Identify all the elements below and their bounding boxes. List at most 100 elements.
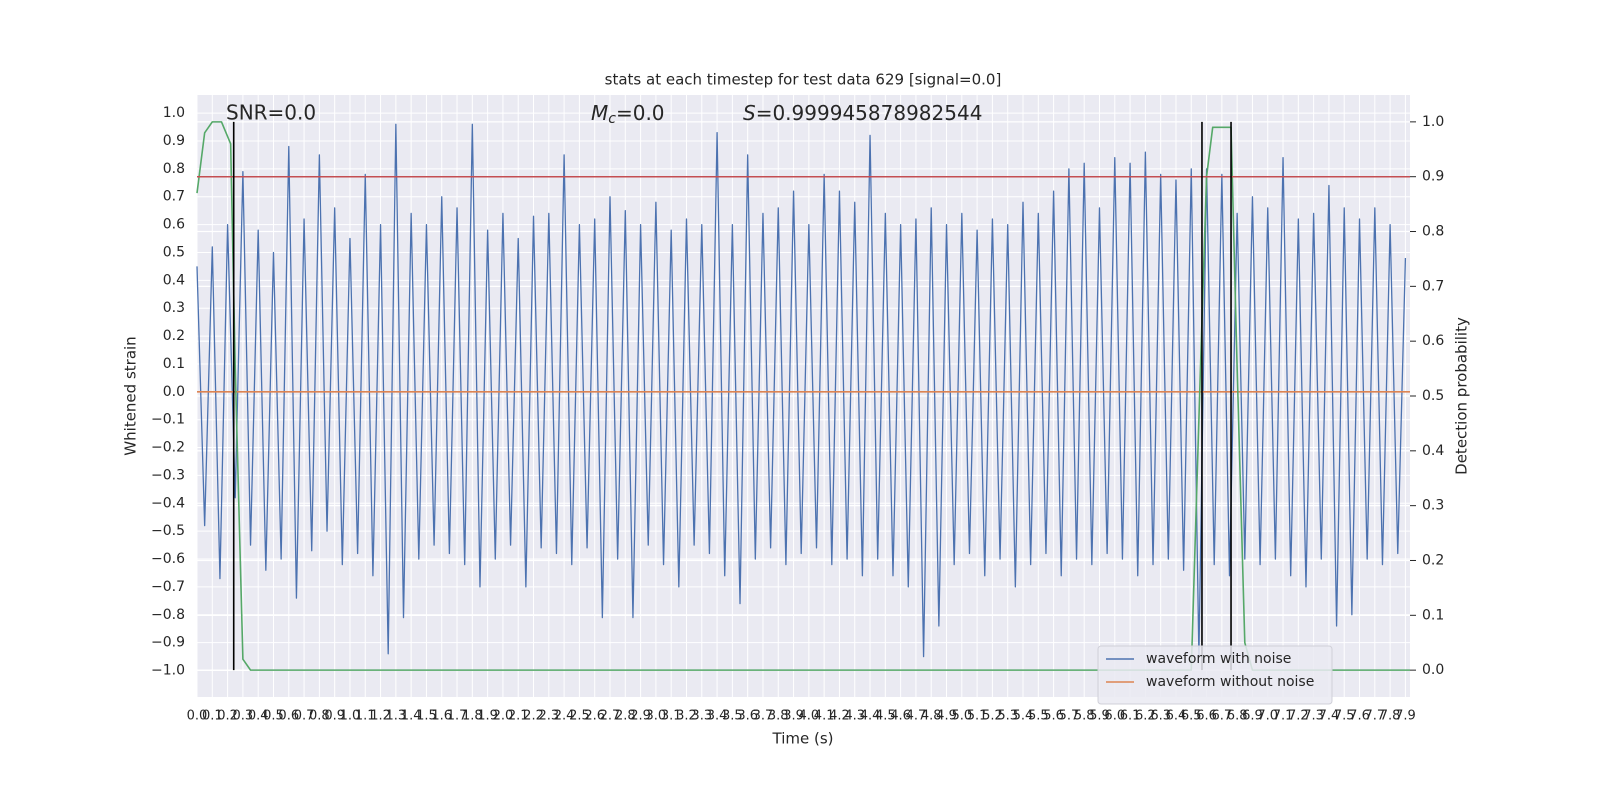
x-tick-label: 1.8: [462, 709, 483, 724]
x-tick-label: 7.4: [1319, 709, 1340, 724]
annotation: Mc=0.0: [591, 101, 665, 128]
y2-tick-label: 0.0: [1422, 662, 1444, 678]
x-tick-label: 7.9: [1395, 709, 1416, 724]
x-tick-label: 0.3: [233, 709, 254, 724]
x-tick-label: 4.4: [860, 709, 881, 724]
x-tick-label: 5.8: [1074, 709, 1095, 724]
x-tick-label: 6.9: [1242, 709, 1263, 724]
x-tick-label: 3.1: [661, 709, 682, 724]
x-tick-label: 3.6: [737, 709, 758, 724]
x-tick-label: 4.3: [844, 709, 865, 724]
y2-tick-label: 0.8: [1422, 224, 1444, 240]
x-tick-label: 2.9: [630, 709, 651, 724]
x-tick-label: 5.5: [1028, 709, 1049, 724]
x-tick-label: 0.9: [324, 709, 345, 724]
x-tick-label: 4.5: [875, 709, 896, 724]
annotation-subscript: c: [608, 111, 616, 127]
x-tick-label: 7.5: [1334, 709, 1355, 724]
x-tick-label: 0.1: [202, 709, 223, 724]
annotation-symbol: M: [591, 101, 608, 125]
x-tick-label: 4.1: [814, 709, 835, 724]
x-tick-label: 7.1: [1273, 709, 1294, 724]
x-tick-label: 5.3: [997, 709, 1018, 724]
y-tick-label: −0.7: [151, 579, 185, 595]
y-tick-label: 0.1: [163, 356, 185, 372]
legend-label: waveform without noise: [1146, 674, 1314, 690]
y-tick-label: 0.0: [163, 384, 185, 400]
x-tick-label: 2.0: [493, 709, 514, 724]
x-tick-label: 4.7: [906, 709, 927, 724]
series-line: [196, 123, 1407, 658]
x-tick-label: 1.1: [355, 709, 376, 724]
x-tick-label: 2.8: [615, 709, 636, 724]
y2-tick-label: 0.2: [1422, 552, 1444, 568]
x-tick-label: 2.2: [523, 709, 544, 724]
y-tick-label: −0.4: [151, 495, 185, 511]
y-tick-label: 0.9: [163, 133, 185, 149]
x-tick-label: 7.3: [1303, 709, 1324, 724]
x-tick-label: 3.2: [676, 709, 697, 724]
y-tick-label: 0.2: [163, 328, 185, 344]
x-tick-label: 5.4: [1013, 709, 1034, 724]
legend-label: waveform with noise: [1146, 651, 1291, 667]
x-tick-label: 7.2: [1288, 709, 1309, 724]
x-tick-label: 5.7: [1059, 709, 1080, 724]
x-tick-label: 0.6: [278, 709, 299, 724]
x-tick-label: 0.4: [248, 709, 269, 724]
x-tick-label: 6.0: [1104, 709, 1125, 724]
x-tick-label: 2.4: [554, 709, 575, 724]
x-tick-label: 4.6: [890, 709, 911, 724]
y2-tick-label: 0.1: [1422, 607, 1444, 623]
x-tick-label: 6.8: [1227, 709, 1248, 724]
y-tick-label: −0.2: [151, 440, 185, 456]
x-tick-label: 6.2: [1135, 709, 1156, 724]
x-tick-label: 2.3: [538, 709, 559, 724]
legend: waveform with noise waveform without nois…: [1097, 645, 1333, 705]
annotation: SNR=0.0: [226, 101, 316, 125]
x-tick-label: 1.4: [401, 709, 422, 724]
x-tick-label: 2.6: [584, 709, 605, 724]
y-axis-label: Whitened strain: [122, 336, 140, 455]
x-tick-label: 1.3: [386, 709, 407, 724]
x-tick-label: 1.9: [477, 709, 498, 724]
y-tick-label: 0.8: [163, 161, 185, 177]
x-tick-label: 2.7: [600, 709, 621, 724]
y-tick-label: −1.0: [151, 663, 185, 679]
y-tick-label: −0.5: [151, 523, 185, 539]
annotation: S=0.999945878982544: [743, 101, 982, 125]
x-tick-label: 3.4: [707, 709, 728, 724]
y-tick-label: 0.4: [163, 272, 185, 288]
x-tick-label: 5.0: [951, 709, 972, 724]
x-tick-label: 3.9: [783, 709, 804, 724]
x-tick-label: 3.7: [753, 709, 774, 724]
y2-tick-label: 0.6: [1422, 333, 1444, 349]
y-tick-label: −0.9: [151, 635, 185, 651]
y2-axis-label: Detection probability: [1453, 317, 1471, 475]
y-tick-label: 0.6: [163, 217, 185, 233]
x-tick-label: 5.2: [982, 709, 1003, 724]
legend-box: [1097, 645, 1333, 705]
annotation-symbol: S: [743, 101, 756, 125]
x-tick-label: 1.2: [370, 709, 391, 724]
x-tick-label: 4.9: [936, 709, 957, 724]
x-tick-label: 1.6: [431, 709, 452, 724]
x-tick-label: 7.7: [1364, 709, 1385, 724]
x-tick-label: 7.8: [1380, 709, 1401, 724]
x-tick-label: 5.6: [1043, 709, 1064, 724]
y-tick-label: 1.0: [163, 105, 185, 121]
x-tick-label: 6.4: [1166, 709, 1187, 724]
annotation-text: =0.999945878982544: [756, 101, 983, 125]
x-tick-label: 2.1: [508, 709, 529, 724]
x-tick-label: 0.5: [263, 709, 284, 724]
chart-title: stats at each timestep for test data 629…: [605, 71, 1002, 89]
x-tick-label: 0.2: [217, 709, 238, 724]
x-tick-label: 3.0: [646, 709, 667, 724]
x-tick-label: 7.6: [1349, 709, 1370, 724]
x-tick-label: 5.1: [967, 709, 988, 724]
x-tick-label: 3.8: [768, 709, 789, 724]
y-tick-label: −0.3: [151, 467, 185, 483]
x-tick-label: 1.0: [340, 709, 361, 724]
x-tick-label: 0.7: [294, 709, 315, 724]
x-tick-label: 6.5: [1181, 709, 1202, 724]
